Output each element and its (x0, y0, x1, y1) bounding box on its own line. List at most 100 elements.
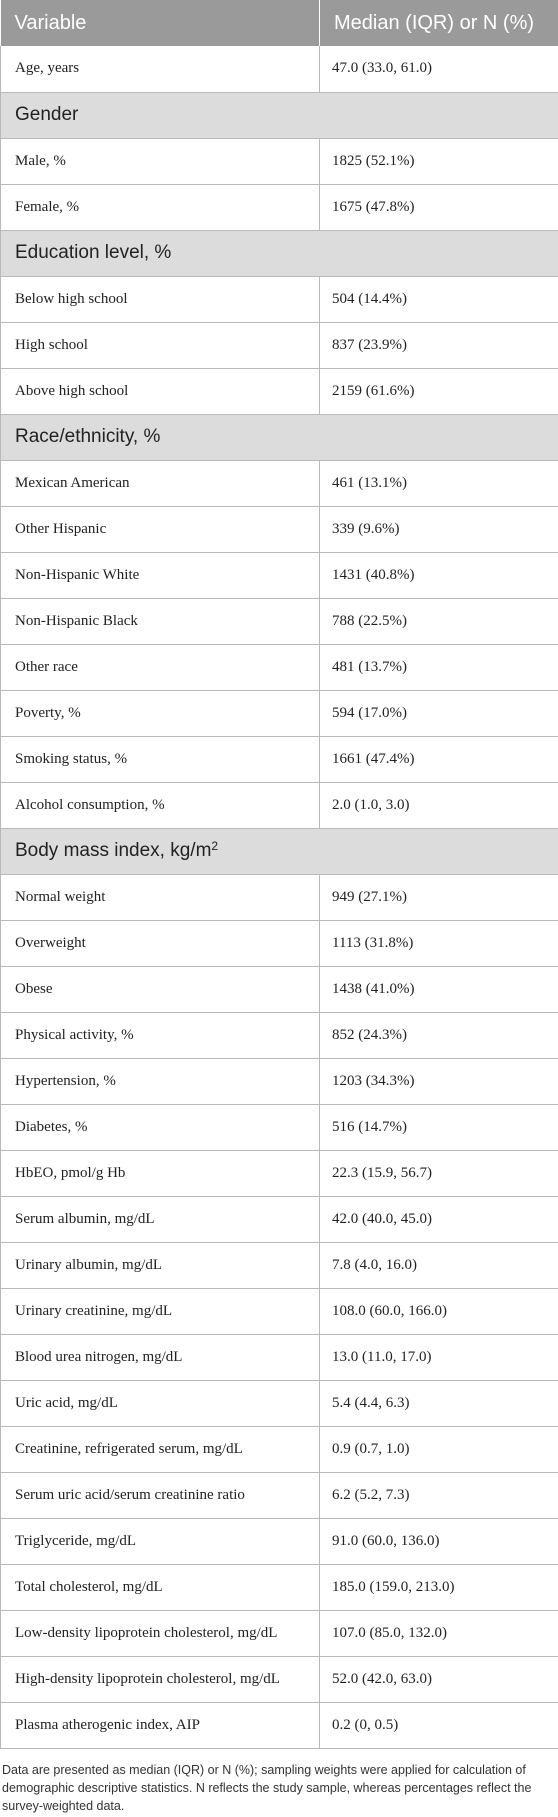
table-row: Male, % 1825 (52.1%) (0, 138, 558, 185)
table-row: Alcohol consumption, % 2.0 (1.0, 3.0) (0, 782, 558, 829)
variable-cell: Normal weight (0, 874, 320, 921)
value-cell: 1661 (47.4%) (319, 736, 558, 783)
value-cell: 108.0 (60.0, 166.0) (319, 1288, 558, 1335)
variable-cell: Male, % (0, 138, 320, 185)
value-cell: 91.0 (60.0, 136.0) (319, 1518, 558, 1565)
section-label: Body mass index, kg/m2 (0, 828, 558, 875)
value-cell: 852 (24.3%) (319, 1012, 558, 1059)
table-row: Age, years 47.0 (33.0, 61.0) (0, 46, 558, 93)
variable-cell: Smoking status, % (0, 736, 320, 783)
table-row: Other race 481 (13.7%) (0, 644, 558, 691)
section-header-row: Race/ethnicity, % (0, 414, 558, 461)
variable-cell: Urinary creatinine, mg/dL (0, 1288, 320, 1335)
variable-cell: Obese (0, 966, 320, 1013)
value-cell: 788 (22.5%) (319, 598, 558, 645)
header-value: Median (IQR) or N (%) (319, 0, 558, 46)
value-cell: 22.3 (15.9, 56.7) (319, 1150, 558, 1197)
table-row: Total cholesterol, mg/dL 185.0 (159.0, 21… (0, 1564, 558, 1611)
table-row: Above high school 2159 (61.6%) (0, 368, 558, 415)
table-row: Creatinine, refrigerated serum, mg/dL 0.9… (0, 1426, 558, 1473)
section-label-text: Education level, % (15, 242, 172, 263)
variable-cell: HbEO, pmol/g Hb (0, 1150, 320, 1197)
table-row: Low-density lipoprotein cholesterol, mg/… (0, 1610, 558, 1657)
variable-cell: Low-density lipoprotein cholesterol, mg/… (0, 1610, 320, 1657)
variable-cell: Other race (0, 644, 320, 691)
variable-cell: Serum uric acid/serum creatinine ratio (0, 1472, 320, 1519)
variable-cell: High school (0, 322, 320, 369)
table-row: Non-Hispanic Black 788 (22.5%) (0, 598, 558, 645)
value-cell: 949 (27.1%) (319, 874, 558, 921)
section-label-text: Gender (15, 104, 79, 125)
variable-cell: Urinary albumin, mg/dL (0, 1242, 320, 1289)
variable-cell: Non-Hispanic White (0, 552, 320, 599)
variable-cell: Poverty, % (0, 690, 320, 737)
value-cell: 516 (14.7%) (319, 1104, 558, 1151)
descriptive-statistics-table: Variable Median (IQR) or N (%) Age, year… (0, 0, 558, 1749)
value-cell: 107.0 (85.0, 132.0) (319, 1610, 558, 1657)
table-row: Diabetes, % 516 (14.7%) (0, 1104, 558, 1151)
table-row: Below high school 504 (14.4%) (0, 276, 558, 323)
value-cell: 42.0 (40.0, 45.0) (319, 1196, 558, 1243)
value-cell: 461 (13.1%) (319, 460, 558, 507)
value-cell: 0.9 (0.7, 1.0) (319, 1426, 558, 1473)
value-cell: 339 (9.6%) (319, 506, 558, 553)
table-row: Serum albumin, mg/dL 42.0 (40.0, 45.0) (0, 1196, 558, 1243)
value-cell: 52.0 (42.0, 63.0) (319, 1656, 558, 1703)
value-cell: 837 (23.9%) (319, 322, 558, 369)
table-row: Hypertension, % 1203 (34.3%) (0, 1058, 558, 1105)
value-cell: 1431 (40.8%) (319, 552, 558, 599)
value-cell: 2159 (61.6%) (319, 368, 558, 415)
table-row: High school 837 (23.9%) (0, 322, 558, 369)
variable-cell: Blood urea nitrogen, mg/dL (0, 1334, 320, 1381)
table-row: Poverty, % 594 (17.0%) (0, 690, 558, 737)
variable-cell: Mexican American (0, 460, 320, 507)
table-row: Overweight 1113 (31.8%) (0, 920, 558, 967)
table-row: High-density lipoprotein cholesterol, mg… (0, 1656, 558, 1703)
value-cell: 481 (13.7%) (319, 644, 558, 691)
value-cell: 7.8 (4.0, 16.0) (319, 1242, 558, 1289)
section-label-text: Body mass index, kg/m (15, 840, 212, 861)
variable-cell: Serum albumin, mg/dL (0, 1196, 320, 1243)
variable-cell: Overweight (0, 920, 320, 967)
table-row: Normal weight 949 (27.1%) (0, 874, 558, 921)
section-header-row: Education level, % (0, 230, 558, 277)
value-cell: 1113 (31.8%) (319, 920, 558, 967)
value-cell: 185.0 (159.0, 213.0) (319, 1564, 558, 1611)
table-row: Uric acid, mg/dL 5.4 (4.4, 6.3) (0, 1380, 558, 1427)
variable-cell: Non-Hispanic Black (0, 598, 320, 645)
value-cell: 1675 (47.8%) (319, 184, 558, 231)
table-row: Mexican American 461 (13.1%) (0, 460, 558, 507)
section-label: Education level, % (0, 230, 558, 277)
table-row: Obese 1438 (41.0%) (0, 966, 558, 1013)
variable-cell: Triglyceride, mg/dL (0, 1518, 320, 1565)
variable-cell: Female, % (0, 184, 320, 231)
value-cell: 47.0 (33.0, 61.0) (319, 46, 558, 93)
table-row: Non-Hispanic White 1431 (40.8%) (0, 552, 558, 599)
value-cell: 5.4 (4.4, 6.3) (319, 1380, 558, 1427)
value-cell: 6.2 (5.2, 7.3) (319, 1472, 558, 1519)
section-header-row: Body mass index, kg/m2 (0, 828, 558, 875)
table-row: Urinary albumin, mg/dL 7.8 (4.0, 16.0) (0, 1242, 558, 1289)
value-cell: 2.0 (1.0, 3.0) (319, 782, 558, 829)
section-label-text: Race/ethnicity, % (15, 426, 161, 447)
table-row: Triglyceride, mg/dL 91.0 (60.0, 136.0) (0, 1518, 558, 1565)
table-row: HbEO, pmol/g Hb 22.3 (15.9, 56.7) (0, 1150, 558, 1197)
variable-cell: High-density lipoprotein cholesterol, mg… (0, 1656, 320, 1703)
value-cell: 0.2 (0, 0.5) (319, 1702, 558, 1749)
variable-cell: Below high school (0, 276, 320, 323)
table-row: Physical activity, % 852 (24.3%) (0, 1012, 558, 1059)
section-label: Gender (0, 92, 558, 139)
value-cell: 1438 (41.0%) (319, 966, 558, 1013)
variable-cell: Uric acid, mg/dL (0, 1380, 320, 1427)
variable-cell: Plasma atherogenic index, AIP (0, 1702, 320, 1749)
table-row: Smoking status, % 1661 (47.4%) (0, 736, 558, 783)
table-body: Age, years 47.0 (33.0, 61.0) Gender Male, %… (0, 46, 558, 1749)
table-footnote: Data are presented as median (IQR) or N … (2, 1762, 532, 1813)
table-row: Blood urea nitrogen, mg/dL 13.0 (11.0, 17… (0, 1334, 558, 1381)
variable-cell: Hypertension, % (0, 1058, 320, 1105)
value-cell: 504 (14.4%) (319, 276, 558, 323)
variable-cell: Physical activity, % (0, 1012, 320, 1059)
value-cell: 1825 (52.1%) (319, 138, 558, 185)
table-row: Plasma atherogenic index, AIP 0.2 (0, 0.5… (0, 1702, 558, 1749)
variable-cell: Creatinine, refrigerated serum, mg/dL (0, 1426, 320, 1473)
